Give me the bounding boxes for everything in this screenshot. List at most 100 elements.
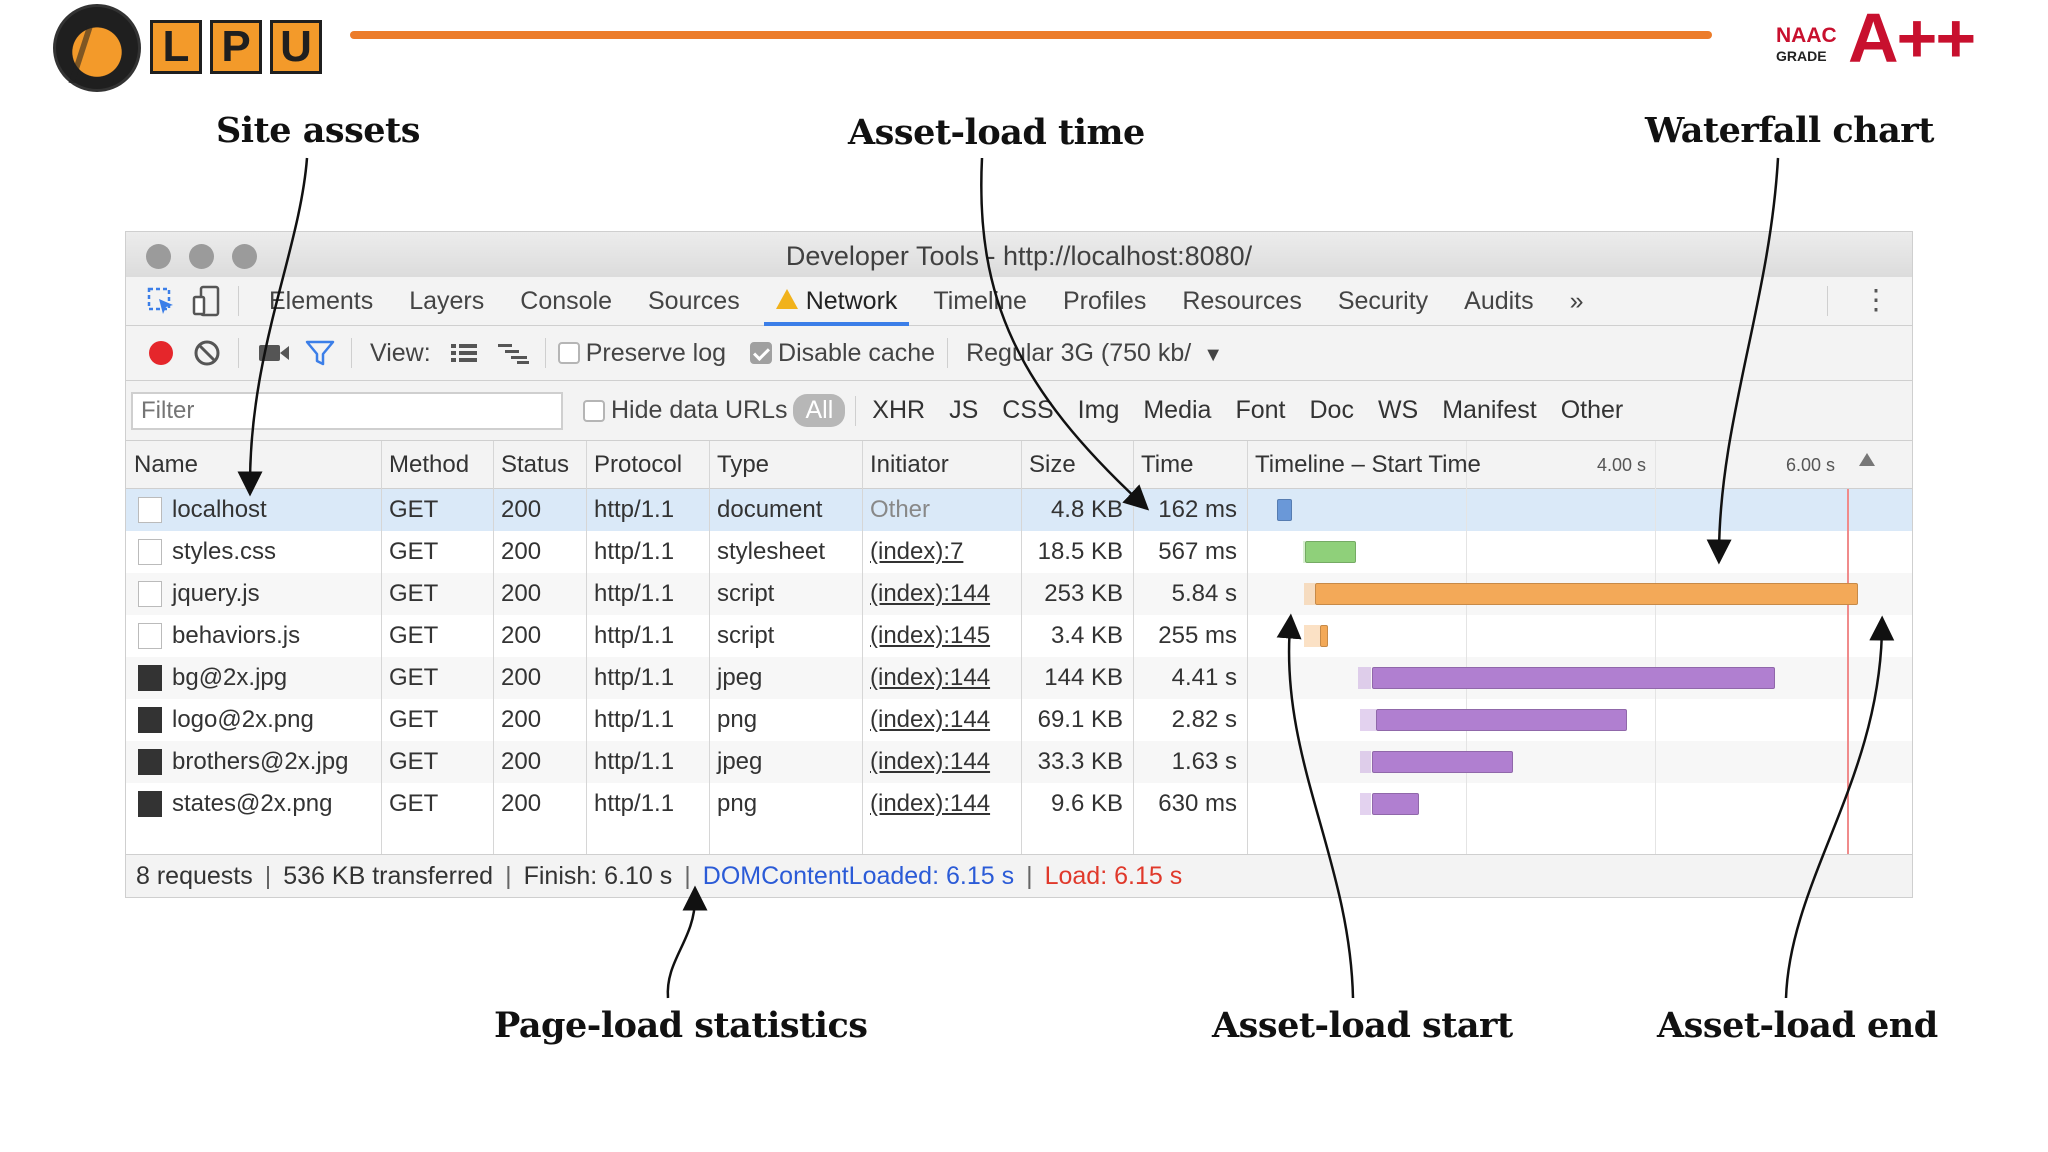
waterfall-bar[interactable] xyxy=(1277,499,1293,521)
more-tabs-button[interactable]: » xyxy=(1569,286,1584,315)
divider xyxy=(238,338,239,368)
disable-cache-checkbox[interactable] xyxy=(750,342,773,364)
tab-audits[interactable]: Audits xyxy=(1446,277,1551,326)
sort-ascending-icon[interactable] xyxy=(1859,453,1875,466)
filter-input[interactable] xyxy=(131,391,563,430)
type-filter-all[interactable]: All xyxy=(793,394,846,427)
inspect-element-icon[interactable] xyxy=(142,282,180,320)
waterfall-bar[interactable] xyxy=(1319,625,1329,647)
cell-protocol: http/1.1 xyxy=(594,580,675,607)
cell-status: 200 xyxy=(501,538,542,565)
naac-label: NAAC GRADE xyxy=(1776,24,1837,66)
capture-screenshots-icon[interactable] xyxy=(255,334,293,372)
tab-sources[interactable]: Sources xyxy=(630,277,758,326)
throttling-select[interactable]: Regular 3G (750 kb/ ▼ xyxy=(966,339,1223,368)
cell-name[interactable]: behaviors.js xyxy=(172,622,301,649)
cell-initiator[interactable]: (index):144 xyxy=(870,790,991,817)
cell-name[interactable]: styles.css xyxy=(172,538,277,565)
cell-initiator[interactable]: (index):7 xyxy=(870,538,964,565)
column-divider xyxy=(862,441,863,854)
minimize-window-button[interactable] xyxy=(189,244,214,269)
type-filter-ws[interactable]: WS xyxy=(1377,396,1419,424)
type-filter-img[interactable]: Img xyxy=(1077,396,1120,424)
col-timeline-header[interactable]: Timeline – Start Time xyxy=(1255,451,1481,478)
table-row[interactable] xyxy=(126,741,1912,783)
cell-protocol: http/1.1 xyxy=(594,664,675,691)
view-label: View: xyxy=(370,338,431,367)
tab-security[interactable]: Security xyxy=(1320,277,1446,326)
column-divider xyxy=(1021,441,1022,854)
clear-icon[interactable] xyxy=(188,334,226,372)
hide-data-urls-checkbox[interactable] xyxy=(583,399,605,422)
type-filter-js[interactable]: JS xyxy=(949,396,979,424)
cell-initiator[interactable]: (index):145 xyxy=(870,622,991,649)
cell-name[interactable]: localhost xyxy=(172,496,267,523)
naac-prefix: NAAC xyxy=(1776,24,1837,47)
col-name-header[interactable]: Name xyxy=(134,451,199,478)
cell-method: GET xyxy=(389,622,439,649)
record-icon[interactable] xyxy=(142,334,180,372)
tab-profiles[interactable]: Profiles xyxy=(1045,277,1164,326)
cell-initiator[interactable]: (index):144 xyxy=(870,664,991,691)
type-filter-css[interactable]: CSS xyxy=(1002,396,1054,424)
waterfall-bar[interactable] xyxy=(1314,583,1859,605)
university-seal-logo xyxy=(53,4,141,92)
preserve-log-checkbox[interactable] xyxy=(557,342,580,364)
tab-network[interactable]: Network xyxy=(758,277,916,326)
cell-name[interactable]: logo@2x.png xyxy=(172,706,314,733)
type-filter-media[interactable]: Media xyxy=(1143,396,1212,424)
col-method-header[interactable]: Method xyxy=(389,451,470,478)
large-rows-icon[interactable] xyxy=(445,334,483,372)
column-divider xyxy=(1247,441,1248,854)
filter-icon[interactable] xyxy=(301,334,339,372)
col-initiator-header[interactable]: Initiator xyxy=(870,451,949,478)
cell-initiator[interactable]: (index):144 xyxy=(870,706,991,733)
cell-name[interactable]: bg@2x.jpg xyxy=(172,664,288,691)
col-type-header[interactable]: Type xyxy=(717,451,770,478)
cell-status: 200 xyxy=(501,748,542,775)
filter-bar: Hide data URLs All XHR JS CSS Img Media … xyxy=(126,381,1912,441)
type-filter-xhr[interactable]: XHR xyxy=(872,396,926,424)
overview-icon[interactable] xyxy=(495,334,533,372)
cell-name[interactable]: brothers@2x.jpg xyxy=(172,748,349,775)
callout-site-assets: Site assets xyxy=(216,110,420,151)
type-filter-doc[interactable]: Doc xyxy=(1309,396,1354,424)
tab-console[interactable]: Console xyxy=(502,277,630,326)
image-file-icon xyxy=(138,791,162,817)
cell-initiator[interactable]: (index):144 xyxy=(870,580,991,607)
waterfall-bar[interactable] xyxy=(1371,751,1514,773)
naac-sub: GRADE xyxy=(1776,48,1827,64)
cell-initiator[interactable]: (index):144 xyxy=(870,748,991,775)
tab-label: Sources xyxy=(648,286,740,315)
waterfall-bar[interactable] xyxy=(1376,709,1627,731)
col-size-header[interactable]: Size xyxy=(1029,451,1076,478)
type-filter-other[interactable]: Other xyxy=(1560,396,1624,424)
cell-method: GET xyxy=(389,790,439,817)
divider: | xyxy=(505,861,512,890)
device-mode-icon[interactable] xyxy=(188,282,226,320)
type-filter-manifest[interactable]: Manifest xyxy=(1442,396,1537,424)
cell-method: GET xyxy=(389,706,439,733)
cell-protocol: http/1.1 xyxy=(594,538,675,565)
cell-name[interactable]: jquery.js xyxy=(172,580,260,607)
type-filter-font[interactable]: Font xyxy=(1235,396,1286,424)
tab-timeline[interactable]: Timeline xyxy=(915,277,1045,326)
cell-size: 18.5 KB xyxy=(1037,538,1123,565)
divider xyxy=(351,338,352,368)
cell-name[interactable]: states@2x.png xyxy=(172,790,333,817)
document-file-icon xyxy=(138,581,162,607)
callout-asset-load-time: Asset-load time xyxy=(848,112,1145,153)
tab-resources[interactable]: Resources xyxy=(1164,277,1320,326)
kebab-menu-icon[interactable]: ⋮ xyxy=(1862,284,1890,315)
waterfall-bar[interactable] xyxy=(1371,793,1419,815)
close-window-button[interactable] xyxy=(146,244,171,269)
tab-layers[interactable]: Layers xyxy=(391,277,502,326)
divider xyxy=(947,338,949,368)
logo-letter: P xyxy=(210,20,262,74)
waterfall-bar[interactable] xyxy=(1305,541,1357,563)
col-time-header[interactable]: Time xyxy=(1141,451,1194,478)
col-protocol-header[interactable]: Protocol xyxy=(594,451,683,478)
tab-elements[interactable]: Elements xyxy=(251,277,391,326)
col-status-header[interactable]: Status xyxy=(501,451,570,478)
waterfall-bar[interactable] xyxy=(1371,667,1775,689)
